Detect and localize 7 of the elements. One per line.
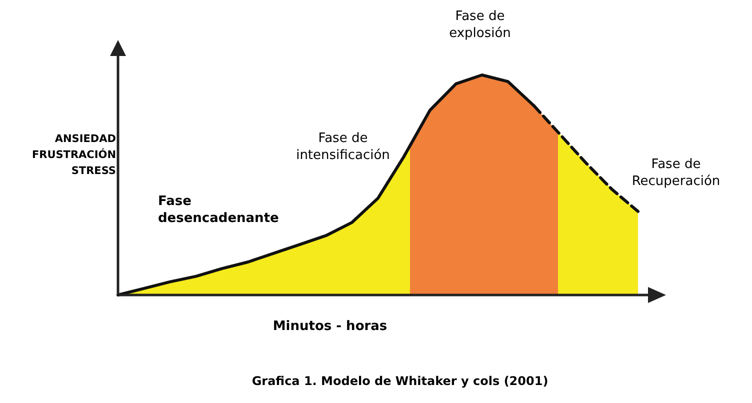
annotation: Fase de intensificación xyxy=(296,131,390,163)
y-axis-title: ANSIEDAD FRUSTRACIÓN STRESS xyxy=(32,133,116,177)
x-axis-title: Minutos - horas xyxy=(272,319,388,334)
annotation: Fase de Recuperación xyxy=(632,157,720,189)
text: Fase de explosión xyxy=(449,9,511,41)
text: Grafica 1. Modelo de Whitaker y cols (2001) xyxy=(252,374,548,388)
annotation: Fase desencadenante xyxy=(158,194,280,226)
